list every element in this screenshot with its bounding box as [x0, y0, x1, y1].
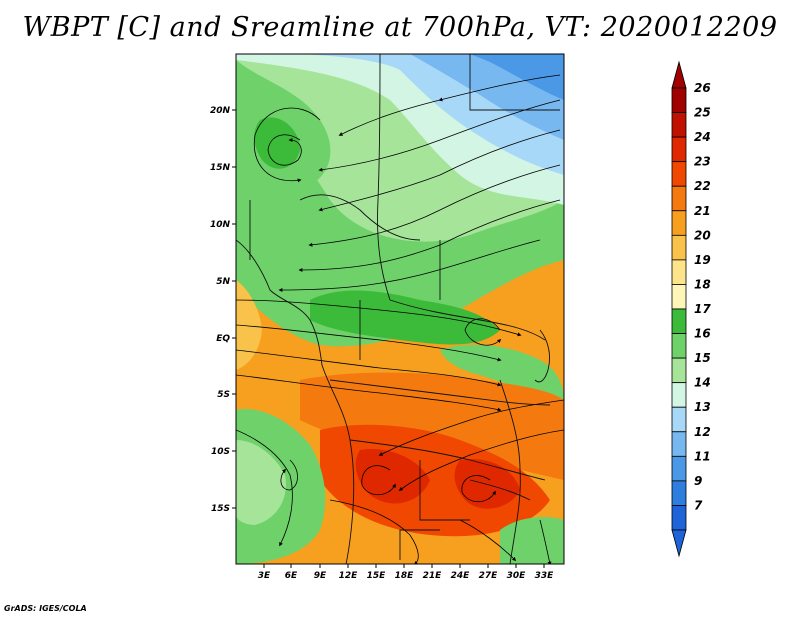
lon-axis: 3E 6E 9E 12E 15E 18E 21E 24E 27E 30E 33E	[258, 564, 554, 581]
lat-label: 5N	[216, 277, 230, 287]
colorbar-segment	[671, 136, 687, 163]
plot-frame	[235, 53, 565, 565]
colorbar-segment	[671, 455, 687, 482]
lat-label: 20N	[210, 106, 231, 116]
country-borders	[236, 54, 560, 564]
lon-label: 9E	[314, 571, 327, 581]
lon-label: 21E	[423, 571, 443, 581]
lon-label: 27E	[479, 571, 499, 581]
lon-label: 30E	[507, 571, 527, 581]
colorbar-segment	[671, 161, 687, 187]
colorbar-segment	[671, 382, 687, 408]
lat-axis: 20N 15N 10N 5N EQ 5S 10S 15S	[210, 106, 236, 514]
lat-label: 15N	[210, 163, 231, 173]
colorbar-label: 25	[694, 106, 711, 120]
colorbar-segment	[671, 210, 687, 236]
colorbar-segment	[671, 259, 687, 285]
streamlines	[236, 74, 564, 564]
colorbar-label: 12	[694, 425, 711, 439]
colorbar-label: 20	[694, 228, 711, 242]
colorbar-segment	[671, 112, 687, 138]
lat-label: 15S	[211, 504, 230, 514]
colorbar-segment	[671, 284, 687, 310]
colorbar-label: 16	[694, 327, 711, 341]
colorbar-label: 26	[694, 81, 711, 95]
lon-label: 18E	[395, 571, 415, 581]
colorbar-segment	[671, 87, 687, 113]
lon-label: 15E	[367, 571, 387, 581]
lat-label: 10N	[210, 220, 231, 230]
lat-label: 5S	[217, 390, 230, 400]
colorbar-segment	[671, 505, 687, 531]
colorbar-label: 22	[694, 179, 711, 193]
colorbar-label: 14	[694, 376, 711, 390]
colorbar-label: 7	[694, 498, 703, 512]
lon-label: 33E	[535, 571, 555, 581]
chart-title: WBPT [C] and Sreamline at 700hPa, VT: 20…	[22, 12, 778, 43]
colorbar-segment	[671, 308, 687, 334]
colorbar-label: 18	[694, 277, 711, 291]
colorbar-segment	[671, 185, 687, 212]
colorbar-label: 11	[694, 449, 711, 463]
colorbar-label: 24	[694, 130, 711, 144]
lat-label: EQ	[216, 334, 230, 344]
colorbar-segment	[671, 480, 687, 506]
lon-label: 3E	[258, 571, 271, 581]
colorbar-top-arrow	[671, 60, 687, 89]
colorbar-segment	[671, 234, 687, 261]
colorbar-segment	[671, 406, 687, 433]
grads-credit: GrADS: IGES/COLA	[4, 604, 87, 613]
colorbar-label: 17	[694, 302, 711, 316]
colorbar-segment	[671, 357, 687, 384]
colorbar-label: 21	[694, 204, 711, 218]
colorbar-segment	[671, 431, 687, 457]
lon-label: 24E	[451, 571, 471, 581]
lon-label: 12E	[339, 571, 359, 581]
colorbar-label: 9	[694, 474, 702, 488]
colorbar-segment	[671, 333, 687, 359]
lat-label: 10S	[211, 447, 230, 457]
colorbar: 26 25 24 23 22 21 20 19 18 17 16 15 14 13 12 11 9 7	[671, 60, 711, 558]
colorbar-label: 23	[694, 155, 711, 169]
colorbar-label: 15	[694, 351, 711, 365]
colorbar-label: 19	[694, 253, 711, 267]
lon-label: 6E	[285, 571, 298, 581]
colorbar-bottom-arrow	[671, 529, 687, 558]
colorbar-label: 13	[694, 400, 711, 414]
wbpt-field	[236, 54, 564, 564]
